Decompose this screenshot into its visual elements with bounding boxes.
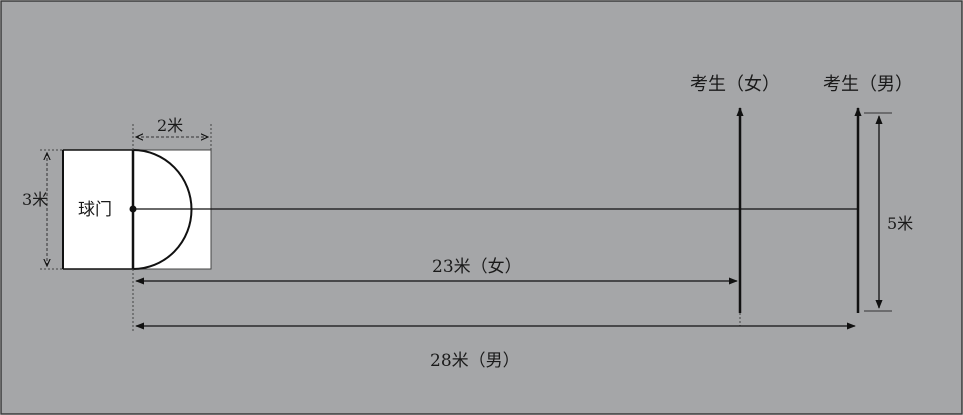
depth-5m-label: 5米: [887, 214, 913, 233]
distance-female-dimension: 23米（女）: [135, 257, 738, 285]
width-3m-dimension: 3米: [22, 149, 63, 270]
depth-5m-dimension: 5米: [864, 112, 913, 312]
depth-2m-label: 2米: [157, 116, 183, 135]
depth-2m-dimension: 2米: [132, 116, 212, 150]
width-3m-label: 3米: [22, 190, 48, 209]
candidate-male: 考生（男）: [823, 74, 913, 313]
candidate-female: 考生（女）: [690, 74, 780, 326]
distance-male-label: 28米（男）: [430, 351, 520, 371]
distance-female-label: 23米（女）: [432, 257, 522, 277]
distance-male-dimension: 28米（男）: [135, 322, 856, 371]
candidate-male-label: 考生（男）: [823, 74, 913, 95]
candidate-female-label: 考生（女）: [690, 74, 780, 95]
goal-label: 球门: [78, 200, 112, 220]
